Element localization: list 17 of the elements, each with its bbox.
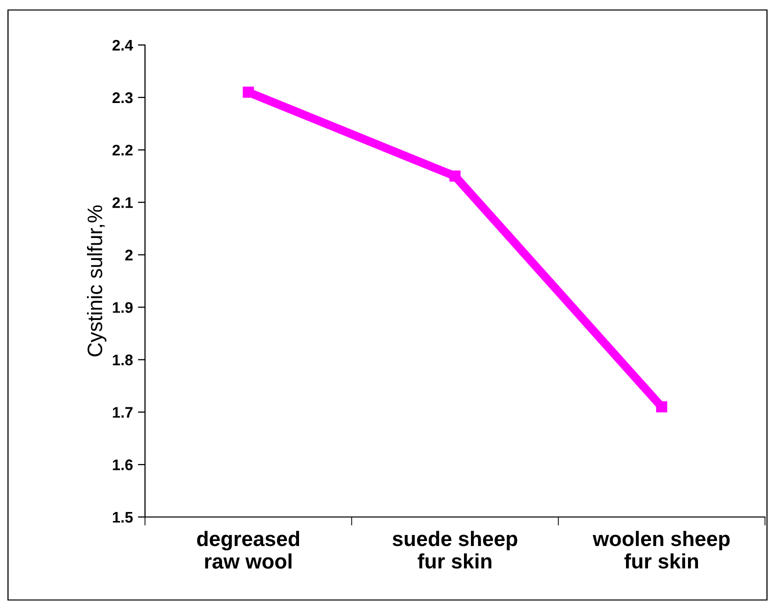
y-tick-label: 2.2 — [112, 144, 133, 156]
x-tick-label: woolen sheep fur skin — [592, 530, 730, 569]
point — [449, 170, 461, 182]
x-tick-label: suede sheep fur skin — [392, 530, 518, 569]
y-tick-label: 2 — [125, 250, 133, 260]
y-tick-label: 1.6 — [112, 459, 133, 470]
y-tick-label: 1.5 — [112, 512, 133, 523]
y-tick-label: 1.8 — [112, 354, 133, 366]
y-tick-label: 1.9 — [112, 302, 133, 313]
y-tick-label: 2.3 — [112, 92, 133, 104]
point — [242, 86, 254, 98]
point — [656, 401, 668, 412]
y-tick-label: 1.7 — [112, 407, 133, 418]
x-tick-label: degreased raw wool — [197, 530, 300, 569]
y-tick-label: 2.4 — [112, 40, 134, 51]
y-axis-title: Cystinic sulfur,% — [86, 205, 106, 356]
y-tick-label: 2.1 — [112, 197, 133, 208]
